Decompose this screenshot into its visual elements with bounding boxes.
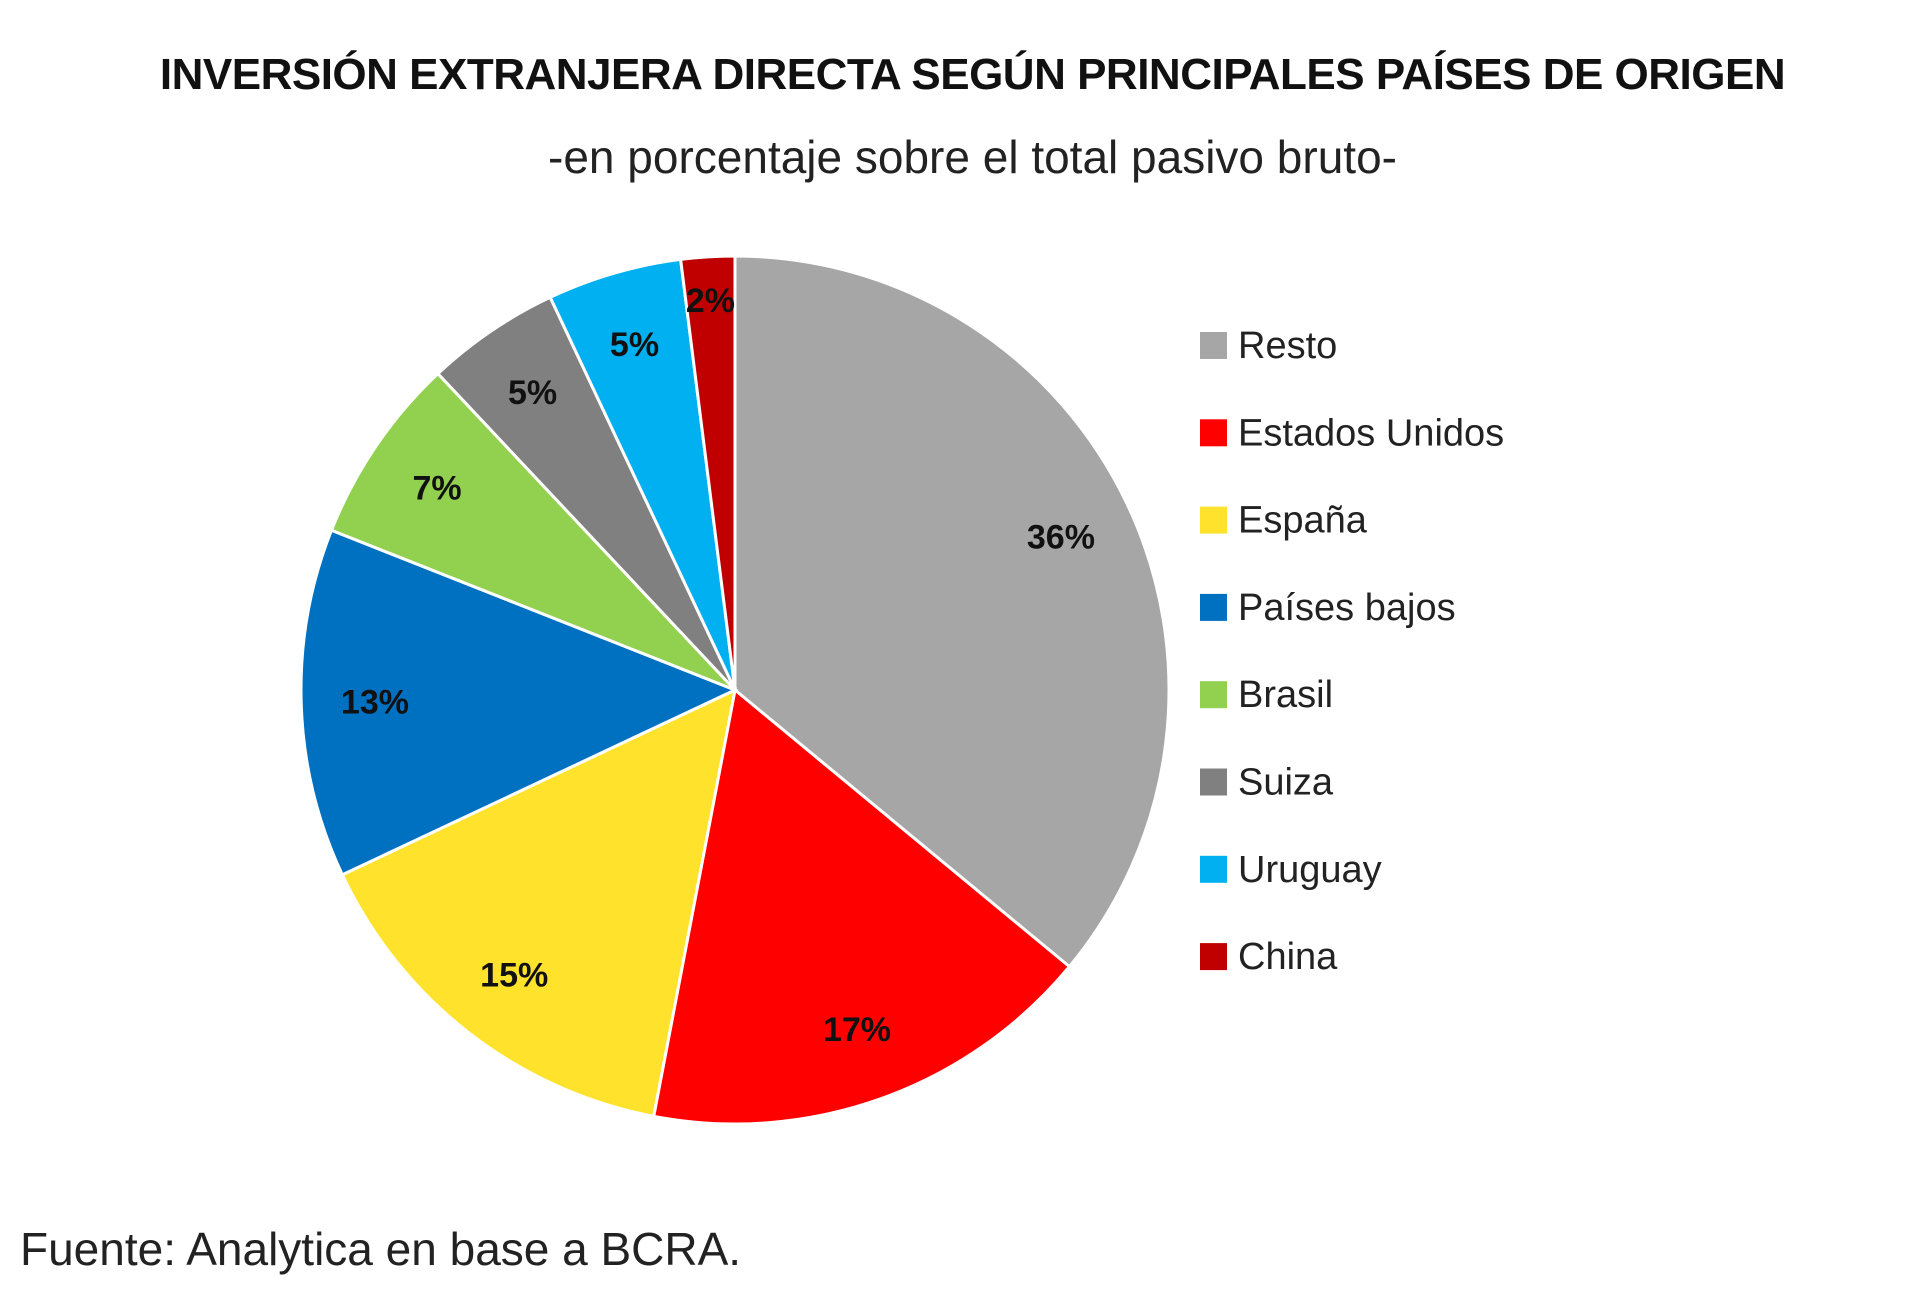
pie-slice-estados-unidos: [651, 687, 1072, 1126]
legend-entry: Suiza: [1238, 762, 1334, 804]
legend-swatch: [1200, 332, 1227, 359]
data-label: 15%: [480, 957, 548, 995]
data-label: 7%: [412, 470, 461, 508]
legend-entry: Resto: [1238, 325, 1337, 367]
legend-swatch: [1200, 419, 1227, 447]
legend-entry: Países bajos: [1238, 587, 1456, 629]
legend-swatch: [1200, 943, 1227, 971]
legend-swatch: [1200, 593, 1227, 621]
legend-entry: España: [1238, 500, 1368, 542]
legend-swatch: [1200, 506, 1227, 534]
legend-entry: Uruguay: [1238, 849, 1382, 891]
chart-subtitle: -en porcentaje sobre el total pasivo bru…: [548, 131, 1397, 183]
source-note: Fuente: Analytica en base a BCRA.: [20, 1223, 742, 1275]
data-label: 5%: [610, 326, 659, 364]
pie-slice-china: [678, 254, 737, 691]
data-label: 5%: [508, 374, 557, 412]
legend-swatch: [1200, 681, 1227, 709]
legend-entry: Brasil: [1238, 674, 1333, 716]
pie-slice-españa: [340, 687, 738, 1119]
data-label: 36%: [1027, 519, 1095, 557]
legend-swatch: [1200, 768, 1227, 796]
data-label: 17%: [823, 1011, 891, 1049]
data-label: 2%: [686, 282, 735, 320]
pie-slice-países-bajos: [299, 528, 739, 877]
legend-entry: Estados Unidos: [1238, 412, 1504, 454]
pie-slice-brasil: [329, 371, 737, 692]
chart-title: INVERSIÓN EXTRANJERA DIRECTA SEGÚN PRINC…: [159, 50, 1786, 99]
data-label: 13%: [341, 683, 409, 721]
pie-slice-resto: [733, 254, 1171, 969]
legend-swatch: [1200, 855, 1227, 883]
legend-entry: China: [1238, 936, 1338, 978]
